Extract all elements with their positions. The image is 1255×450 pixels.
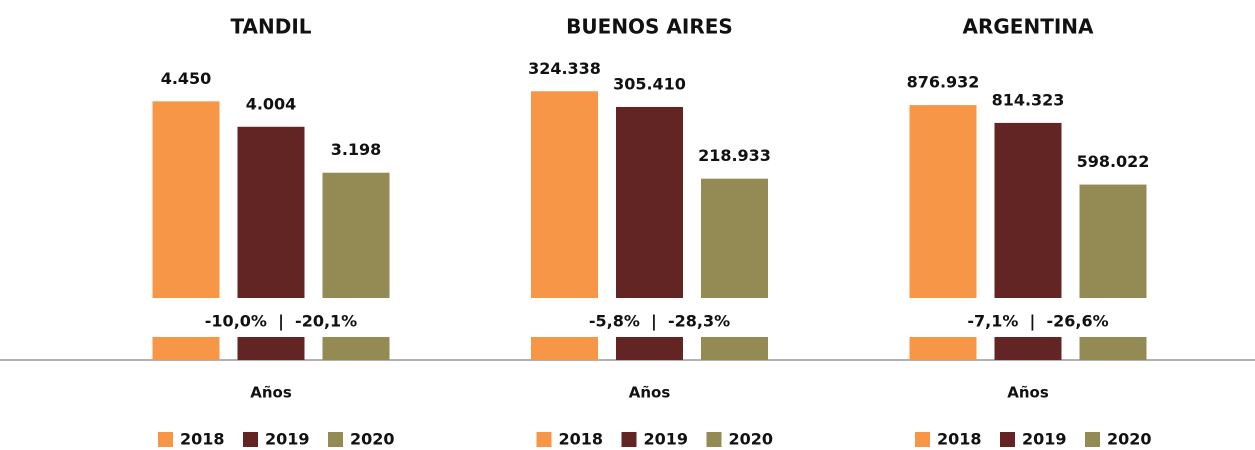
legend-swatch xyxy=(706,432,722,447)
bar-stub xyxy=(1079,337,1147,360)
bar xyxy=(994,122,1062,299)
annotation: -7,1% | -26,6% xyxy=(967,312,1108,332)
x-axis-label: Años xyxy=(1007,384,1049,402)
bar-stub xyxy=(531,337,598,360)
annotation: -5,8% | -28,3% xyxy=(589,312,730,332)
x-axis-label: Años xyxy=(629,384,671,402)
bar xyxy=(237,126,305,298)
value-label: 3.198 xyxy=(331,140,382,159)
legend-swatch xyxy=(158,432,173,447)
value-label: 876.932 xyxy=(907,73,980,92)
chart-title: TANDIL xyxy=(230,15,311,39)
legend-swatch xyxy=(328,432,343,447)
legend-swatch xyxy=(1085,432,1100,447)
chart-title: BUENOS AIRES xyxy=(566,15,733,39)
bar-stub xyxy=(701,337,768,360)
legend-label: 2020 xyxy=(350,430,395,449)
bar-stub xyxy=(994,337,1062,360)
bar xyxy=(322,172,390,298)
chart-title: ARGENTINA xyxy=(963,15,1095,39)
legend-label: 2018 xyxy=(180,430,225,449)
legend-swatch xyxy=(621,432,637,447)
legend-swatch xyxy=(243,432,258,447)
x-axis-label: Años xyxy=(250,384,292,402)
legend-label: 2020 xyxy=(1107,430,1152,449)
legend-label: 2019 xyxy=(1022,430,1067,449)
legend-label: 2019 xyxy=(265,430,310,449)
legend-label: 2020 xyxy=(729,430,774,449)
bar-stub xyxy=(152,337,220,360)
legend-swatch xyxy=(1000,432,1015,447)
legend-label: 2018 xyxy=(937,430,982,449)
bar-stub xyxy=(237,337,305,360)
legend-label: 2019 xyxy=(644,430,689,449)
bar-stub xyxy=(616,337,683,360)
legend-swatch xyxy=(536,432,552,447)
value-label: 324.338 xyxy=(528,59,601,78)
bar-stub xyxy=(909,337,977,360)
bar xyxy=(152,101,220,298)
value-label: 218.933 xyxy=(698,146,771,165)
annotation: -10,0% | -20,1% xyxy=(205,312,357,332)
bar xyxy=(909,105,977,299)
bar xyxy=(1079,184,1147,298)
legend-swatch xyxy=(915,432,930,447)
bar-stub xyxy=(322,337,390,360)
bar xyxy=(616,106,683,298)
value-label: 814.323 xyxy=(992,90,1065,109)
bar xyxy=(701,178,768,298)
legend-label: 2018 xyxy=(559,430,604,449)
value-label: 305.410 xyxy=(613,74,686,93)
bar xyxy=(531,91,598,299)
value-label: 4.450 xyxy=(161,69,212,88)
value-label: 598.022 xyxy=(1077,152,1150,171)
value-label: 4.004 xyxy=(246,94,297,113)
